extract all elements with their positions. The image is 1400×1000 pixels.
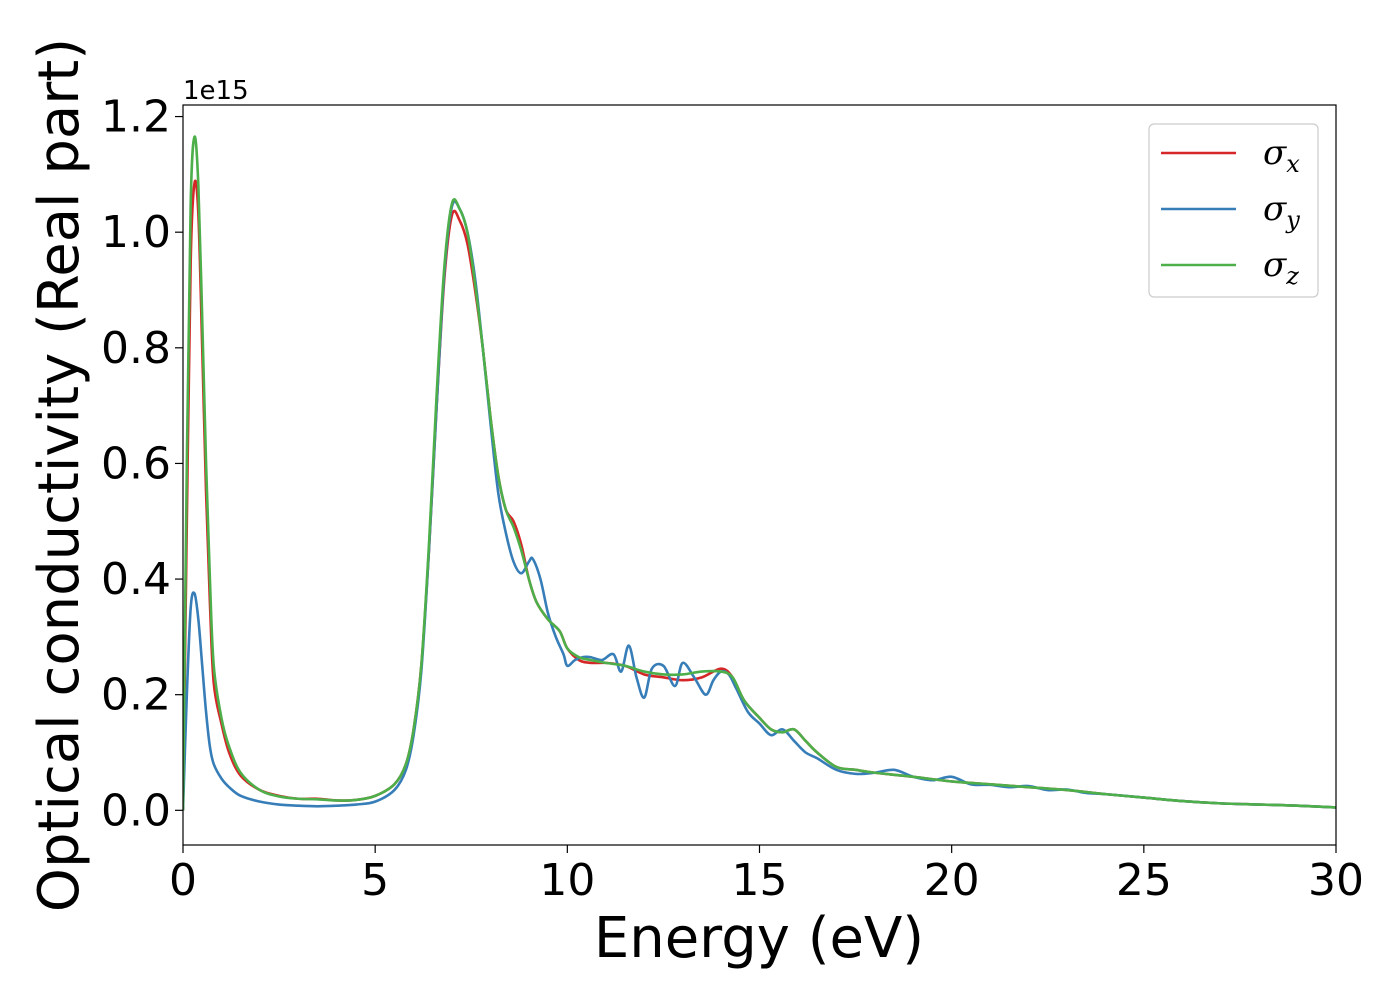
y-offset-label: 1e15 bbox=[183, 76, 249, 106]
x-tick-label: 5 bbox=[361, 855, 389, 906]
series-line-z bbox=[183, 135, 1336, 811]
legend: σx σy σz bbox=[1148, 123, 1319, 298]
y-axis: 0.0 0.2 0.4 0.6 0.8 1.0 1.2 bbox=[101, 92, 183, 836]
y-tick-label: 0.0 bbox=[101, 785, 171, 836]
x-tick-label: 0 bbox=[169, 855, 197, 906]
legend-frame bbox=[1148, 123, 1319, 298]
y-tick-label: 0.8 bbox=[101, 323, 171, 374]
y-tick-label: 0.6 bbox=[101, 438, 171, 489]
y-tick-label: 1.2 bbox=[101, 92, 171, 143]
x-tick-label: 10 bbox=[539, 855, 595, 906]
x-tick-label: 30 bbox=[1308, 855, 1364, 906]
x-tick-label: 20 bbox=[924, 855, 980, 906]
x-tick-label: 15 bbox=[732, 855, 788, 906]
y-axis-title: Optical conductivity (Real part) bbox=[27, 38, 92, 912]
legend-label-x: σx bbox=[1263, 133, 1300, 178]
y-tick-label: 0.4 bbox=[101, 554, 171, 605]
x-tick-label: 25 bbox=[1116, 855, 1172, 906]
y-tick-label: 0.2 bbox=[101, 670, 171, 721]
series-line-y bbox=[183, 199, 1336, 811]
y-tick-label: 1.0 bbox=[101, 207, 171, 258]
series-layer bbox=[183, 135, 1336, 811]
x-axis: 0 5 10 15 20 25 30 bbox=[169, 845, 1364, 906]
x-axis-title: Energy (eV) bbox=[594, 906, 924, 971]
legend-label-y: σy bbox=[1263, 189, 1300, 234]
legend-label-z: σz bbox=[1263, 245, 1299, 290]
